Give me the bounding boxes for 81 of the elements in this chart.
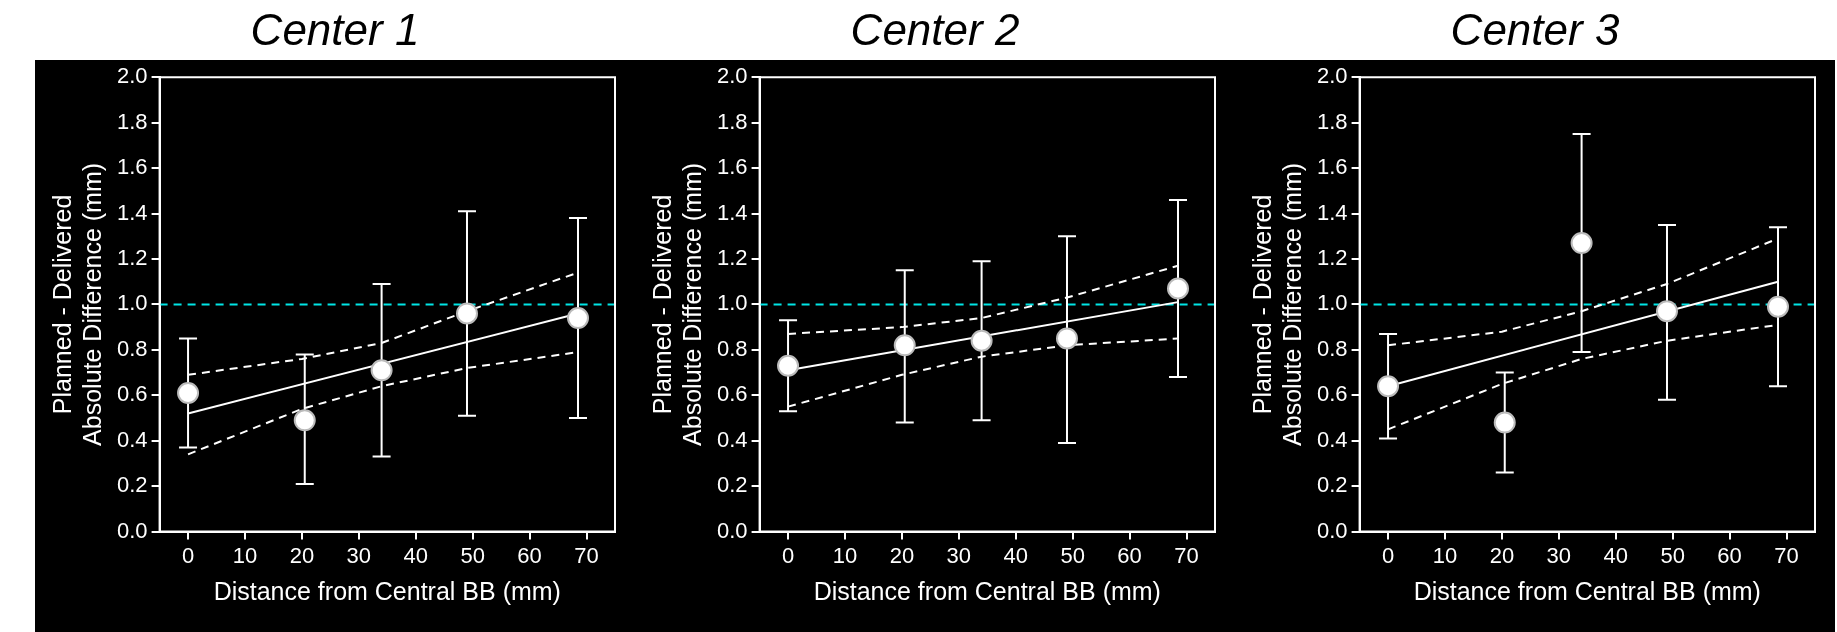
x-tick-label: 50 xyxy=(460,542,485,568)
x-tick-label: 10 xyxy=(832,542,858,568)
x-tick-label: 60 xyxy=(1717,542,1742,568)
y-tick-label: 0.6 xyxy=(1316,381,1348,407)
y-axis-title: Planned - Delivered Absolute Difference (mm) xyxy=(1247,162,1306,446)
x-tick-label: 20 xyxy=(889,542,915,568)
point xyxy=(567,307,589,330)
x-tick-label: 30 xyxy=(1546,542,1572,568)
x-tick-label: 0 xyxy=(181,542,195,568)
y-tick-label: 0.0 xyxy=(716,517,748,543)
x-tick-label: 40 xyxy=(1603,542,1628,568)
x-tick-label: 30 xyxy=(946,542,972,568)
y-tick-label: 2.0 xyxy=(116,63,148,89)
y-tick-label: 0.8 xyxy=(1316,335,1348,361)
y-tick-label: 1.6 xyxy=(1316,154,1348,180)
x-axis-title: Distance from Central BB (mm) xyxy=(813,576,1161,605)
x-tick-label: 20 xyxy=(289,542,315,568)
y-tick-label: 0.2 xyxy=(1316,472,1348,498)
point xyxy=(177,382,200,405)
x-tick-label: 20 xyxy=(1489,542,1515,568)
y-tick-label: 2.0 xyxy=(716,63,748,89)
point xyxy=(970,329,993,352)
y-tick-label: 1.2 xyxy=(716,245,748,271)
point xyxy=(1493,411,1516,434)
x-tick-label: 60 xyxy=(1117,542,1142,568)
y-tick-label: 1.0 xyxy=(116,290,148,316)
y-tick-label: 1.0 xyxy=(1316,290,1348,316)
point xyxy=(293,409,316,432)
y-tick-label: 1.6 xyxy=(116,154,148,180)
y-tick-label: 0.2 xyxy=(116,472,148,498)
point xyxy=(1767,295,1789,318)
y-tick-label: 1.6 xyxy=(716,154,748,180)
y-tick-label: 1.2 xyxy=(116,245,148,271)
y-tick-label: 0.0 xyxy=(1316,517,1348,543)
x-tick-label: 70 xyxy=(574,542,599,568)
y-tick-label: 0.6 xyxy=(716,381,748,407)
y-tick-label: 1.0 xyxy=(716,290,748,316)
y-tick-label: 1.2 xyxy=(1316,245,1348,271)
y-tick-label: 0.0 xyxy=(116,517,148,543)
point xyxy=(1655,300,1678,323)
y-axis-title: Planned - Delivered Absolute Difference (mm) xyxy=(47,162,106,446)
x-tick-label: 50 xyxy=(1660,542,1685,568)
point xyxy=(893,334,916,357)
y-tick-label: 1.4 xyxy=(1316,199,1348,225)
x-tick-label: 0 xyxy=(781,542,795,568)
chart-title: Center 1 xyxy=(249,4,421,56)
point xyxy=(777,354,800,377)
x-axis-title: Distance from Central BB (mm) xyxy=(213,576,561,605)
y-tick-label: 1.8 xyxy=(116,108,148,134)
y-tick-label: 0.4 xyxy=(1316,426,1348,452)
point xyxy=(455,302,478,325)
chart-title: Center 3 xyxy=(1449,4,1621,56)
y-tick-label: 1.8 xyxy=(716,108,748,134)
x-tick-label: 50 xyxy=(1060,542,1085,568)
point xyxy=(1570,232,1593,255)
x-tick-label: 30 xyxy=(346,542,372,568)
point xyxy=(370,359,393,382)
y-tick-label: 1.8 xyxy=(1316,108,1348,134)
x-tick-label: 70 xyxy=(1174,542,1199,568)
point xyxy=(1055,327,1078,350)
chart-title: Center 2 xyxy=(849,4,1021,56)
x-axis-title: Distance from Central BB (mm) xyxy=(1413,576,1761,605)
y-axis-title: Planned - Delivered Absolute Difference (mm) xyxy=(647,162,706,446)
y-tick-label: 0.4 xyxy=(116,426,148,452)
x-tick-label: 60 xyxy=(517,542,542,568)
x-tick-label: 70 xyxy=(1774,542,1799,568)
x-tick-label: 10 xyxy=(232,542,258,568)
y-tick-label: 0.8 xyxy=(116,335,148,361)
x-tick-label: 40 xyxy=(403,542,428,568)
y-tick-label: 0.4 xyxy=(716,426,748,452)
point xyxy=(1377,375,1400,398)
y-tick-label: 1.4 xyxy=(116,199,148,225)
x-tick-label: 0 xyxy=(1381,542,1395,568)
y-tick-label: 1.4 xyxy=(716,199,748,225)
x-tick-label: 40 xyxy=(1003,542,1028,568)
x-tick-label: 10 xyxy=(1432,542,1458,568)
y-tick-label: 0.6 xyxy=(116,381,148,407)
point xyxy=(1167,277,1189,300)
y-tick-label: 0.8 xyxy=(716,335,748,361)
y-tick-label: 2.0 xyxy=(1316,63,1348,89)
y-tick-label: 0.2 xyxy=(716,472,748,498)
